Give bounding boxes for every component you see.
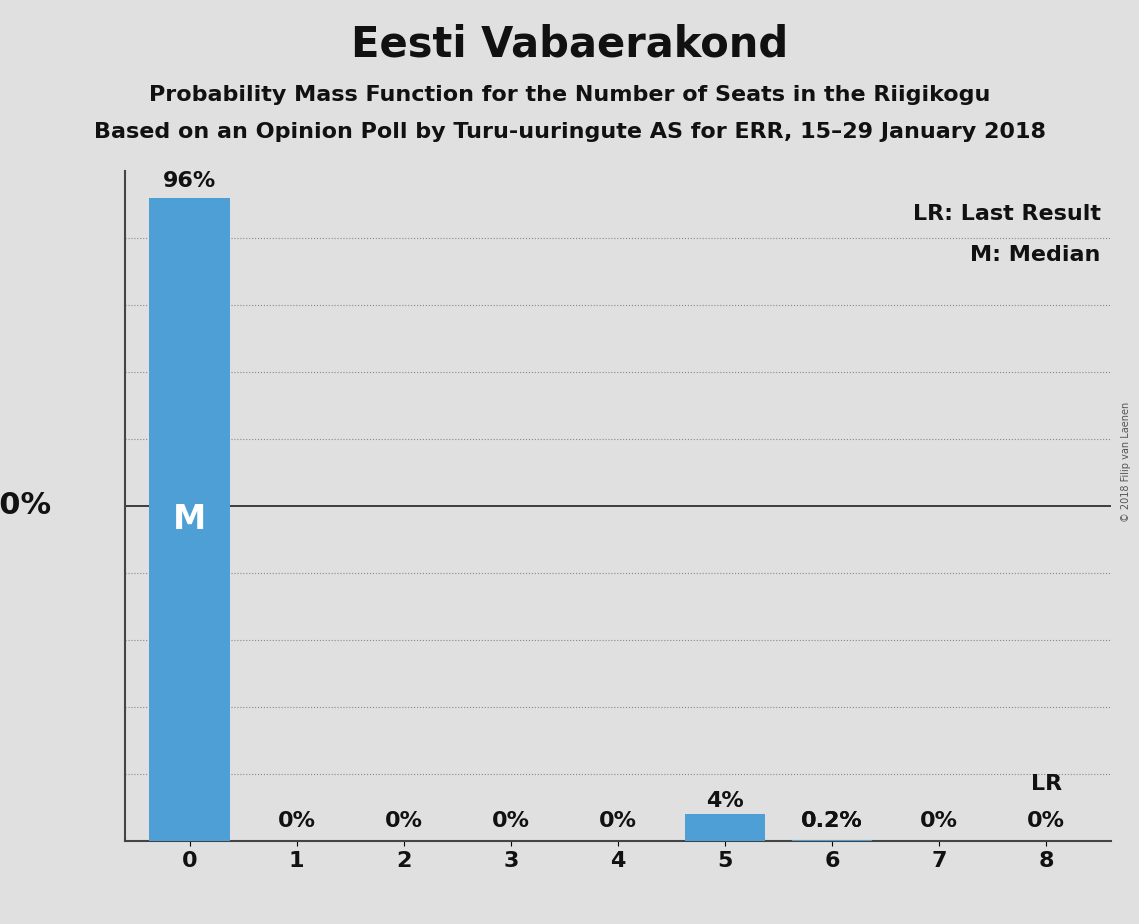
Text: 4%: 4% <box>706 791 744 810</box>
Text: 0%: 0% <box>492 810 530 831</box>
Text: 0.2%: 0.2% <box>801 810 863 831</box>
Text: 0%: 0% <box>599 810 637 831</box>
Text: 50%: 50% <box>0 492 51 520</box>
Text: LR: LR <box>1031 774 1062 794</box>
Text: LR: Last Result: LR: Last Result <box>912 204 1100 225</box>
Bar <box>792 840 872 841</box>
Bar <box>149 198 230 841</box>
Text: 0%: 0% <box>385 810 423 831</box>
Text: M: Median: M: Median <box>970 245 1100 264</box>
Text: M: M <box>173 503 206 536</box>
Text: 0.2%: 0.2% <box>801 810 863 831</box>
Text: Based on an Opinion Poll by Turu-uuringute AS for ERR, 15–29 January 2018: Based on an Opinion Poll by Turu-uuringu… <box>93 122 1046 142</box>
Text: 0%: 0% <box>1027 810 1065 831</box>
Text: Eesti Vabaerakond: Eesti Vabaerakond <box>351 23 788 65</box>
Text: © 2018 Filip van Laenen: © 2018 Filip van Laenen <box>1121 402 1131 522</box>
Text: Probability Mass Function for the Number of Seats in the Riigikogu: Probability Mass Function for the Number… <box>149 85 990 105</box>
Text: 0%: 0% <box>278 810 316 831</box>
Text: 96%: 96% <box>163 171 216 191</box>
Text: 0%: 0% <box>920 810 958 831</box>
Bar <box>685 814 765 841</box>
